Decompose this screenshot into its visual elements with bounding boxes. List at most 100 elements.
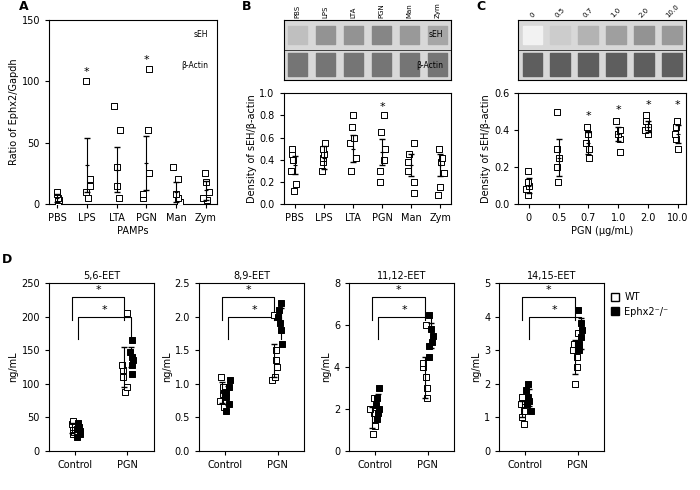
Point xyxy=(421,394,432,402)
Point xyxy=(371,394,382,402)
Text: sEH: sEH xyxy=(428,30,443,39)
Point xyxy=(85,175,96,183)
Point xyxy=(671,117,682,125)
Point xyxy=(350,153,361,161)
Point xyxy=(521,400,532,408)
Point xyxy=(72,434,83,441)
Point xyxy=(223,383,235,391)
Point xyxy=(144,65,155,73)
Point xyxy=(276,299,287,307)
Point xyxy=(318,153,330,161)
Point xyxy=(52,194,63,202)
Point xyxy=(671,122,682,130)
Point xyxy=(289,161,300,169)
Text: LPS: LPS xyxy=(323,6,328,19)
Point xyxy=(286,167,297,175)
Point xyxy=(615,136,626,144)
Point xyxy=(71,425,83,433)
Text: LTA: LTA xyxy=(351,7,356,19)
Point xyxy=(276,326,287,334)
Point xyxy=(223,400,235,408)
Point xyxy=(424,353,435,361)
Point xyxy=(517,393,528,401)
Point xyxy=(217,383,228,391)
Point xyxy=(113,194,125,202)
Point xyxy=(406,161,417,169)
Point xyxy=(425,325,436,333)
Point xyxy=(523,178,534,186)
Point xyxy=(518,407,529,415)
Point xyxy=(640,126,651,134)
Point xyxy=(111,166,122,173)
Point xyxy=(523,380,534,388)
Point xyxy=(127,361,138,369)
Point xyxy=(640,112,652,120)
Text: *: * xyxy=(402,305,407,315)
Point xyxy=(642,122,653,130)
Point xyxy=(74,423,85,431)
Point xyxy=(276,340,288,347)
Point xyxy=(52,197,63,205)
Point xyxy=(344,139,356,147)
Y-axis label: ng/mL: ng/mL xyxy=(321,352,331,382)
Point xyxy=(348,112,359,120)
Point xyxy=(612,130,624,138)
Point xyxy=(318,145,329,152)
Point xyxy=(426,338,438,346)
Text: 0: 0 xyxy=(528,11,536,19)
Text: β-Actin: β-Actin xyxy=(181,61,209,70)
Text: *: * xyxy=(615,105,621,116)
Point xyxy=(117,361,128,369)
Text: *: * xyxy=(675,100,680,110)
Point xyxy=(72,419,83,427)
Point xyxy=(218,403,230,411)
Point xyxy=(67,430,78,438)
Text: β-Actin: β-Actin xyxy=(416,61,443,70)
Point xyxy=(379,156,390,164)
Point xyxy=(127,356,138,364)
Point xyxy=(121,309,132,317)
Title: 11,12-EET: 11,12-EET xyxy=(377,271,426,281)
Point xyxy=(374,167,386,175)
Y-axis label: ng/mL: ng/mL xyxy=(162,352,172,382)
Point xyxy=(552,178,564,186)
Point xyxy=(174,197,185,205)
Point xyxy=(423,311,434,319)
Point xyxy=(673,145,684,152)
Point xyxy=(170,190,181,198)
Text: PGN: PGN xyxy=(379,3,384,19)
Point xyxy=(524,182,535,190)
Y-axis label: Ratio of Ephx2/Gapdh: Ratio of Ephx2/Gapdh xyxy=(8,58,19,165)
Point xyxy=(273,313,284,320)
Point xyxy=(409,178,420,186)
Point xyxy=(373,405,384,413)
Point xyxy=(523,182,534,190)
Text: *: * xyxy=(545,285,552,295)
Point xyxy=(287,150,298,158)
Point xyxy=(403,150,414,158)
Point xyxy=(552,108,563,116)
Point xyxy=(52,190,63,198)
Point xyxy=(270,346,281,354)
Point xyxy=(83,194,94,202)
Point xyxy=(67,423,78,431)
Point xyxy=(143,126,154,134)
Point xyxy=(369,416,380,423)
Point xyxy=(368,394,379,402)
Text: PBS: PBS xyxy=(295,5,301,19)
Point xyxy=(433,145,444,152)
Point xyxy=(349,134,360,142)
Point xyxy=(402,158,414,166)
Point xyxy=(515,400,526,408)
Point xyxy=(120,388,131,396)
Text: *: * xyxy=(395,285,401,295)
Point xyxy=(270,356,281,364)
Point xyxy=(171,188,182,196)
Point xyxy=(81,161,92,169)
Point xyxy=(375,128,386,136)
Point xyxy=(378,112,389,120)
Text: *: * xyxy=(95,285,101,295)
Point xyxy=(374,384,385,392)
Point xyxy=(214,396,225,404)
Point xyxy=(580,139,592,147)
